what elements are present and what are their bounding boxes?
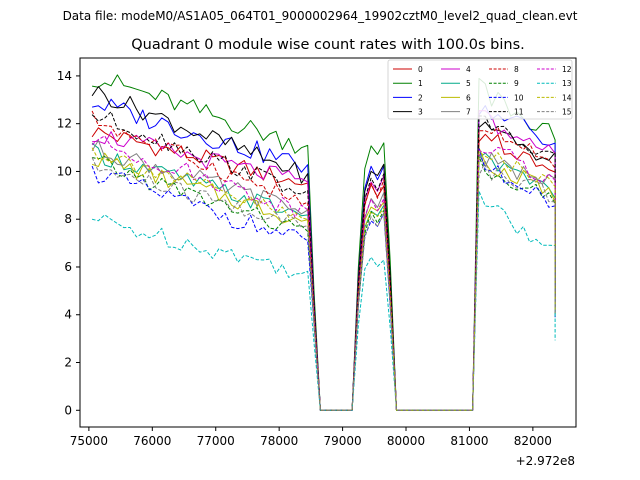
legend-label: 8 (514, 65, 519, 74)
series-line-14 (91, 147, 556, 411)
legend-label: 11 (514, 108, 524, 117)
legend-label: 10 (514, 93, 524, 102)
series-line-8 (91, 110, 556, 411)
x-tick-label: 80000 (387, 434, 425, 448)
legend-label: 3 (418, 108, 423, 117)
y-tick-label: 12 (57, 117, 72, 131)
plot-frame (79, 57, 577, 428)
y-tick-label: 0 (64, 403, 72, 417)
legend-label: 1 (418, 79, 423, 88)
y-tick-label: 2 (64, 356, 72, 370)
legend-label: 5 (466, 79, 471, 88)
series-line-11 (91, 111, 556, 411)
legend-label: 7 (466, 108, 471, 117)
x-tick-label: 82000 (514, 434, 552, 448)
series-line-10 (91, 148, 556, 411)
y-tick-label: 8 (64, 212, 72, 226)
series-line-4 (92, 110, 556, 411)
suptitle: Data file: modeM0/AS1A05_064T01_90000029… (63, 9, 578, 23)
plot-area (80, 58, 576, 427)
x-tick-label: 77000 (197, 434, 235, 448)
chart-title: Quadrant 0 module wise count rates with … (131, 37, 525, 53)
series-line-6 (91, 147, 556, 411)
legend-label: 14 (562, 93, 572, 102)
legend-label: 4 (466, 65, 471, 74)
series-line-15 (91, 157, 556, 411)
series-layer (91, 74, 556, 411)
y-tick-label: 6 (64, 260, 72, 274)
y-tick-label: 10 (57, 164, 72, 178)
x-offset-label: +2.972e8 (516, 454, 575, 468)
legend-frame (387, 59, 573, 120)
series-line-0 (91, 127, 556, 411)
x-tick-label: 81000 (450, 434, 488, 448)
x-tick-label: 76000 (133, 434, 171, 448)
axes-layer: 75000 76000 77000 78000 79000 80000 81000 82000… (57, 69, 552, 448)
y-tick-label: 14 (57, 69, 72, 83)
legend-label: 12 (562, 65, 572, 74)
x-tick-label: 79000 (323, 434, 361, 448)
series-line-12 (91, 135, 556, 411)
series-line-9 (91, 156, 556, 411)
legend-label: 9 (514, 79, 519, 88)
legend-label: 0 (418, 65, 423, 74)
x-tick-label: 78000 (260, 434, 298, 448)
x-tick-label: 75000 (70, 434, 108, 448)
legend-label: 15 (562, 108, 572, 117)
legend-label: 2 (418, 93, 423, 102)
legend-label: 6 (466, 93, 471, 102)
series-line-13 (91, 190, 556, 411)
y-tick-label: 4 (64, 308, 72, 322)
series-line-7 (91, 139, 556, 411)
legend-label: 13 (562, 79, 572, 88)
